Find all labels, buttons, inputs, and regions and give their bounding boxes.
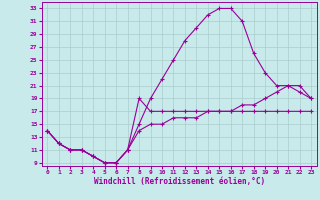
X-axis label: Windchill (Refroidissement éolien,°C): Windchill (Refroidissement éolien,°C) bbox=[94, 177, 265, 186]
